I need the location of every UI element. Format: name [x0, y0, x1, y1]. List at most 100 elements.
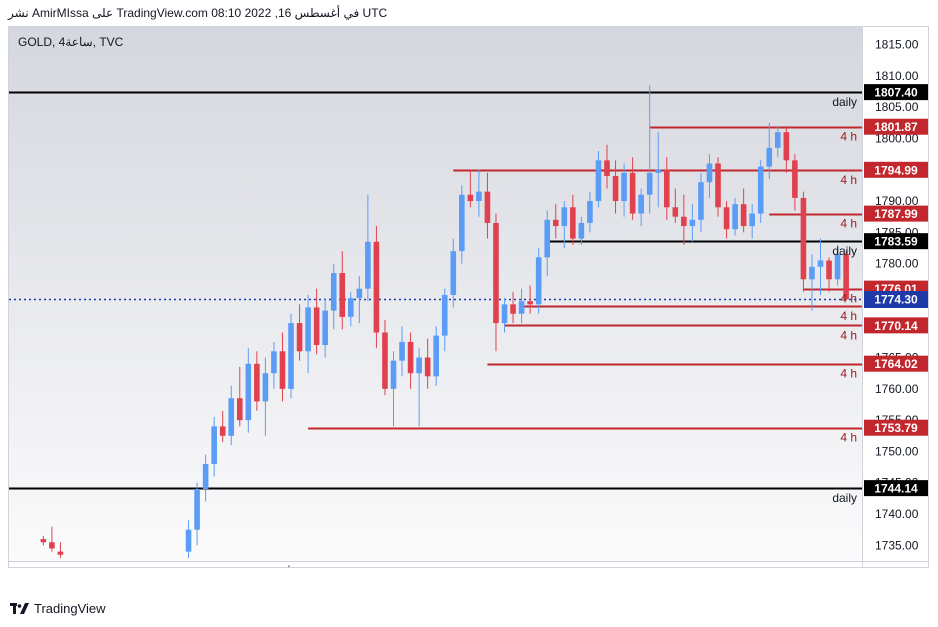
candle-down [629, 157, 636, 220]
candle-body [493, 222, 499, 324]
price-badge: 1794.99 [864, 161, 928, 178]
candle-body [236, 398, 243, 421]
candle-down [219, 410, 226, 443]
candle-body [330, 273, 337, 311]
candle-down [407, 332, 414, 389]
candle-body [749, 213, 755, 227]
candle-up [535, 247, 542, 314]
candle-body [416, 357, 422, 374]
x-tick-label: أغسطس [245, 566, 290, 567]
candle-body [595, 160, 602, 202]
candle-body [715, 163, 721, 208]
candle-body [629, 172, 636, 214]
y-tick-label: 1735.00 [875, 538, 919, 552]
candle-up [245, 348, 252, 433]
candle-body [288, 323, 294, 389]
timeframe-tag: 4 h [840, 173, 857, 187]
price-badge-bg [864, 317, 928, 334]
plot-background [9, 27, 862, 561]
tradingview-footer[interactable]: TradingView [10, 601, 106, 616]
candle-up [757, 160, 764, 223]
y-tick-label: 1810.00 [875, 69, 919, 83]
price-badge-bg [864, 480, 928, 497]
timeframe-tag: 4 h [840, 130, 857, 144]
candle-body [348, 298, 354, 317]
candle-down [612, 160, 619, 214]
candle-body [809, 266, 815, 280]
candle-down [723, 201, 730, 239]
daily-tag: daily [832, 244, 857, 258]
y-tick-label: 1760.00 [875, 382, 919, 396]
candle-up [441, 288, 448, 352]
daily-tag: daily [832, 95, 857, 109]
candle-body [57, 551, 64, 555]
timeframe-tag: 4 h [840, 292, 857, 306]
candle-body [834, 254, 841, 280]
symbol-label: GOLD, 4ساعة, TVC [18, 35, 124, 49]
candle-body [467, 194, 474, 202]
candle-up [330, 263, 337, 330]
candle-body [407, 341, 414, 374]
candle-up [211, 417, 217, 477]
candle-body [527, 301, 533, 305]
candle-up [365, 194, 371, 302]
tradingview-logo-icon [10, 602, 29, 614]
candle-up [194, 482, 200, 546]
candle-up [578, 216, 585, 245]
timeframe-tag: 4 h [840, 328, 857, 342]
candle-body [271, 351, 277, 374]
candle-up [288, 313, 294, 399]
candle-body [681, 216, 687, 227]
candle-up [817, 238, 824, 295]
candle-down [339, 251, 346, 330]
candle-down [296, 304, 303, 361]
price-badge: 1770.14 [864, 317, 928, 334]
price-badge-label: 1801.87 [874, 120, 918, 134]
price-badge: 1744.14 [864, 480, 928, 497]
candle-down [49, 526, 55, 552]
candle-body [424, 357, 431, 377]
candle-down [672, 188, 679, 223]
candle-body [382, 332, 388, 389]
level-lines [9, 91, 862, 490]
candle-down [424, 338, 431, 389]
candle-body [296, 323, 303, 352]
candle-body [817, 260, 824, 267]
candle-body [518, 301, 525, 314]
candle-body [202, 463, 209, 490]
candle-body [689, 219, 696, 227]
last-price-badge: 1774.30 [864, 291, 928, 308]
candle-down [493, 213, 499, 352]
candle-down [800, 191, 807, 292]
candle-up [356, 276, 363, 324]
price-chart[interactable]: 1735.001740.001745.001750.001755.001760.… [9, 27, 928, 567]
candle-down [681, 194, 687, 245]
candle-up [390, 351, 397, 427]
candle-body [621, 172, 627, 202]
candle-body [313, 307, 320, 346]
candle-up [689, 204, 696, 242]
last-price-label: 1774.30 [874, 293, 918, 307]
candle-up [271, 341, 277, 389]
candle-body [672, 207, 679, 217]
candle-body [740, 204, 747, 227]
candle-down [604, 144, 610, 189]
candle-up [766, 122, 773, 180]
candle-body [766, 147, 773, 167]
candle-down [40, 535, 47, 546]
last-price-badge-bg [864, 291, 928, 308]
candle-body [185, 529, 192, 552]
y-tick-label: 1800.00 [875, 131, 919, 145]
chart-frame[interactable]: 1735.001740.001745.001750.001755.001760.… [8, 26, 929, 568]
candle-up [202, 454, 209, 502]
price-badge-bg [864, 118, 928, 135]
candle-down [843, 251, 849, 300]
candle-down [552, 204, 559, 239]
candle-body [194, 489, 200, 530]
candle-up [587, 191, 593, 233]
candle-up [262, 357, 269, 436]
candle-up [501, 298, 508, 333]
level-tags: daily 4 h 4 h 4 h daily 4 h 4 h 4 h 4 h 4 h daily [832, 95, 857, 505]
candle-body [792, 160, 798, 198]
candle-body [826, 260, 832, 280]
